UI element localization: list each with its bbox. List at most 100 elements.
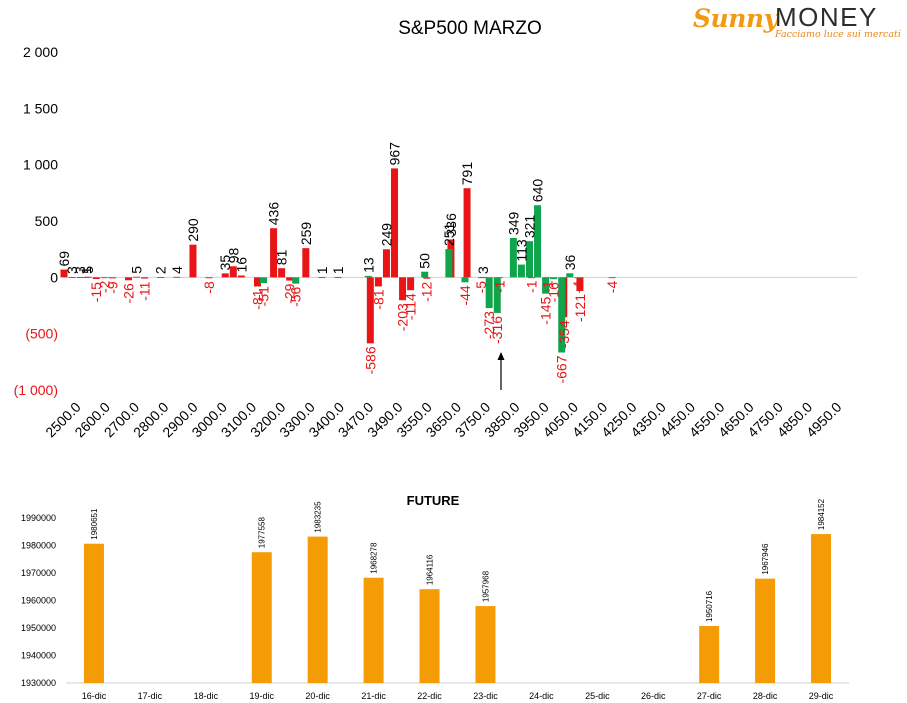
- data-label: -4: [570, 281, 586, 294]
- data-label: -4: [604, 281, 620, 294]
- green-bar: [566, 273, 574, 278]
- data-label: -5: [473, 281, 489, 294]
- data-label: 290: [185, 218, 201, 242]
- data-label: 1: [314, 266, 330, 274]
- future-bar: [307, 536, 328, 683]
- main-bars: [60, 168, 616, 353]
- future-y-tick-label: 1950000: [21, 623, 56, 633]
- main-x-axis: 2500.02600.02700.02800.02900.03000.03100…: [42, 399, 844, 441]
- sunny-money-logo: Sunny MONEY Facciamo luce sui mercati: [693, 2, 903, 42]
- red-bar: [229, 266, 237, 278]
- red-bar: [157, 277, 165, 278]
- future-x-tick-label: 24-dic: [529, 691, 554, 701]
- red-bar: [84, 276, 92, 278]
- future-data-label: 1984152: [817, 498, 826, 530]
- future-x-tick-label: 21-dic: [361, 691, 386, 701]
- green-bar: [485, 277, 493, 309]
- red-bar: [374, 277, 382, 287]
- red-bar: [92, 277, 100, 280]
- future-data-label: 1977558: [258, 517, 267, 549]
- future-x-tick-label: 25-dic: [585, 691, 610, 701]
- data-label: 3: [72, 266, 88, 274]
- data-label: 2: [153, 266, 169, 274]
- data-label: -2: [96, 280, 112, 293]
- future-y-tick-label: 1930000: [21, 678, 56, 688]
- future-x-tick-label: 26-dic: [641, 691, 666, 701]
- future-bar: [83, 543, 104, 683]
- future-data-label: 1967946: [761, 543, 770, 575]
- future-bars: 1980651 1977558 1983235 1968278 1964116 19579…: [83, 498, 832, 683]
- future-data-label: 1968278: [370, 542, 379, 574]
- main-chart-title: S&P500 MARZO: [398, 18, 542, 39]
- data-label: 81: [274, 249, 290, 265]
- red-bar: [391, 168, 399, 278]
- red-bar: [278, 268, 286, 278]
- future-data-label: 1964116: [426, 554, 435, 585]
- green-bar: [574, 277, 582, 279]
- future-bar: [475, 606, 496, 683]
- future-x-tick-label: 20-dic: [305, 691, 330, 701]
- sp500-options-chart: S&P500 MARZO 2 000 1 500 1 000 500 0 (500) (1 …: [14, 18, 857, 441]
- data-label: 349: [505, 211, 521, 235]
- future-data-label: 1950716: [705, 590, 714, 622]
- data-label: -15: [88, 282, 104, 302]
- green-bar: [259, 277, 267, 284]
- future-y-tick-label: 1960000: [21, 596, 56, 606]
- future-y-tick-label: 1970000: [21, 568, 56, 578]
- data-label: -44: [457, 285, 473, 305]
- future-x-tick-label: 16-dic: [82, 691, 107, 701]
- data-label: -12: [419, 281, 435, 301]
- red-bar: [528, 277, 536, 279]
- red-bar: [399, 277, 407, 301]
- red-bar: [576, 277, 584, 291]
- red-bar: [133, 276, 141, 278]
- y-tick-label: 1 500: [23, 100, 58, 116]
- red-bar: [302, 248, 310, 278]
- y-tick-label: 0: [50, 269, 58, 285]
- data-label: 336: [443, 213, 459, 237]
- data-label: 436: [266, 202, 282, 226]
- future-x-tick-label: 22-dic: [417, 691, 442, 701]
- green-bar: [517, 264, 525, 278]
- future-chart: FUTURE 1990000 1980000 1970000 1960000 19500…: [21, 493, 849, 701]
- future-x-axis: 16-dic 17-dic 18-dic 19-dic 20-dic 21-dic 22-d…: [82, 691, 834, 701]
- future-x-tick-label: 17-dic: [138, 691, 163, 701]
- data-label: 640: [530, 179, 546, 203]
- red-bar: [318, 277, 326, 279]
- data-label: -1: [540, 280, 556, 293]
- data-label: 36: [562, 254, 578, 270]
- data-label: 3: [64, 266, 80, 274]
- data-label: -203: [395, 303, 411, 331]
- future-x-tick-label: 23-dic: [473, 691, 498, 701]
- green-bar: [445, 249, 453, 278]
- green-bar: [477, 277, 485, 279]
- red-bar: [286, 277, 294, 281]
- arrow-head-icon: [497, 352, 505, 360]
- data-label: 50: [417, 253, 433, 269]
- data-label: -16: [546, 282, 562, 302]
- data-label: -1: [491, 280, 507, 293]
- red-bar: [124, 277, 132, 281]
- data-label: -354: [556, 320, 572, 348]
- data-label: -81: [370, 289, 386, 309]
- red-bar: [221, 273, 229, 278]
- red-bar: [108, 277, 116, 279]
- future-x-tick-label: 27-dic: [697, 691, 722, 701]
- data-label: -29: [282, 283, 298, 303]
- data-label: 791: [459, 162, 475, 186]
- red-bar: [205, 277, 213, 279]
- red-bar: [100, 277, 108, 279]
- future-x-tick-label: 19-dic: [249, 691, 274, 701]
- future-x-tick-label: 29-dic: [809, 691, 834, 701]
- red-bar: [189, 244, 197, 278]
- future-y-tick-label: 1990000: [21, 513, 56, 523]
- red-bar: [382, 249, 390, 278]
- data-label: -9: [104, 281, 120, 294]
- y-tick-label: 1 000: [23, 157, 58, 173]
- data-label: 249: [378, 223, 394, 247]
- future-x-tick-label: 18-dic: [194, 691, 219, 701]
- data-label: -316: [489, 316, 505, 344]
- future-bar: [811, 534, 832, 683]
- data-label: 16: [233, 257, 249, 273]
